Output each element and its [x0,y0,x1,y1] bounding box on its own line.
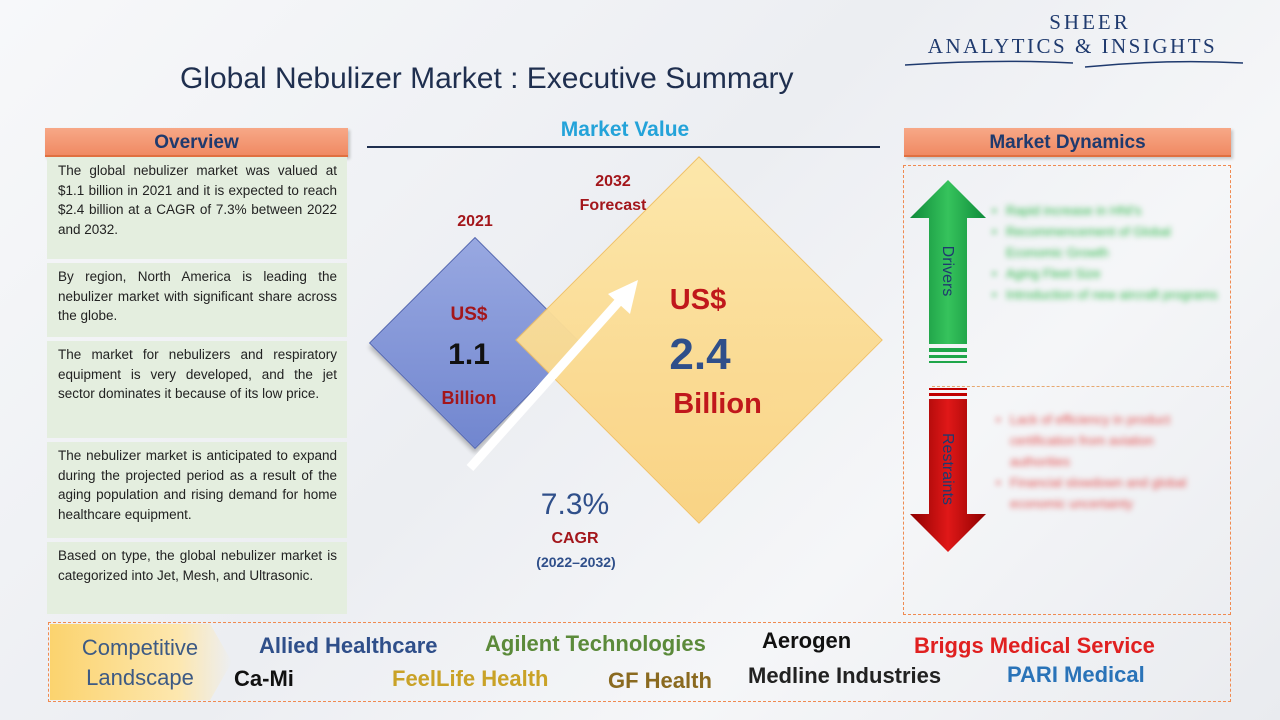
restraint-item: Lack of efficiency in product certificat… [994,409,1214,472]
driver-item: Introduction of new aircraft programs [990,284,1220,305]
company-name: Ca-Mi [234,666,294,691]
forecast-sub: Forecast [579,197,647,214]
competitive-landscape-panel [48,622,1231,702]
overview-header: Overview [45,128,348,157]
market-dynamics-panel [903,165,1231,615]
market-dynamics-header: Market Dynamics [904,128,1231,157]
drivers-label: Drivers [939,245,956,297]
competitive-landscape-label: Competitive Landscape [60,633,220,693]
company-name: Briggs Medical Service [914,633,1155,658]
market-value-underline [367,146,880,148]
forecast-unit: Billion [673,388,762,420]
company-name: PARI Medical [1007,662,1145,687]
logo-text-bottom: ANALYTICS & INSIGHTS [927,34,1218,58]
company-name: Agilent Technologies [485,631,706,656]
page-title: Global Nebulizer Market : Executive Summ… [180,62,794,95]
overview-paragraph: The global nebulizer market was valued a… [47,157,347,259]
restraint-item: Financial slowdown and global economic u… [994,472,1214,514]
cl-label-line1: Competitive [81,635,199,660]
base-year-label: 2021 [457,213,493,230]
forecast-currency: US$ [669,284,727,316]
cagr-period: (2022–2032) [536,554,616,570]
forecast-value: 2.4 [669,330,731,379]
overview-paragraph: The nebulizer market is anticipated to e… [47,442,347,538]
driver-item: Rapid increase in HNI's [990,200,1220,221]
driver-item: Recommencement of Global Economic Growth [990,221,1220,263]
company-name: Allied Healthcare [259,633,438,658]
cl-label-line2: Landscape [86,665,194,690]
cagr-value: 7.3% [540,488,610,521]
forecast-year-label: 2032 Forecast [570,170,656,218]
driver-item: Aging Fleet Size [990,263,1220,284]
forecast-year: 2032 [595,173,631,190]
drivers-list: Rapid increase in HNI's Recommencement o… [990,200,1220,305]
overview-paragraph: Based on type, the global nebulizer mark… [47,542,347,614]
drivers-arrow-up-icon [910,180,986,363]
logo-text-top: SHEER [1049,10,1131,34]
company-name: GF Health [608,668,712,693]
restraints-label: Restraints [939,432,956,506]
dynamics-divider [932,386,1229,387]
company-name: Aerogen [762,628,852,653]
overview-paragraph: The market for nebulizers and respirator… [47,341,347,438]
company-name: FeelLife Health [392,666,549,691]
company-name: Medline Industries [748,663,942,688]
market-value-header: Market Value [560,118,690,141]
cagr-label: CAGR [551,530,599,547]
logo-swoosh [905,60,1244,68]
restraints-arrow-down-icon [910,388,986,552]
overview-paragraph: By region, North America is leading the … [47,263,347,337]
restraints-list: Lack of efficiency in product certificat… [994,409,1214,514]
growth-arrow-icon [466,280,638,471]
base-unit: Billion [441,388,497,408]
base-value: 1.1 [448,338,490,371]
base-currency: US$ [450,304,488,325]
competitive-landscape-tag [50,624,232,700]
